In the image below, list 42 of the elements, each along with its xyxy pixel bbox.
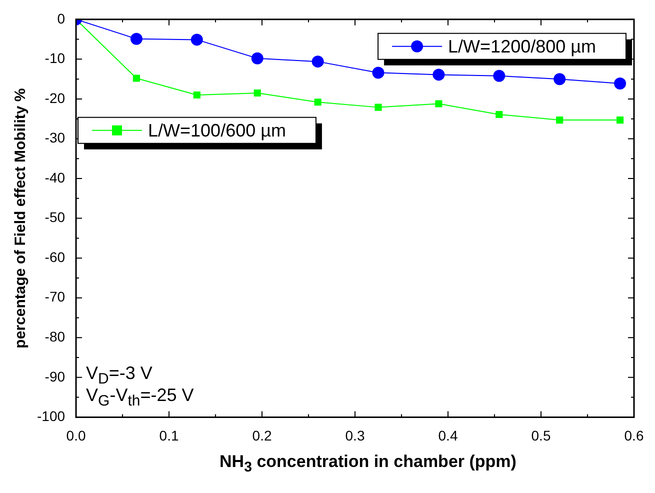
point: [312, 56, 324, 68]
y-tick-label: 0: [57, 10, 66, 26]
point: [132, 74, 140, 82]
x-tick-label: 0.4: [438, 427, 458, 444]
legend-label: L/W=100/600 µm: [148, 120, 286, 140]
y-tick-label: -60: [44, 248, 66, 265]
legend-label: L/W=1200/800 µm: [448, 36, 596, 56]
point: [614, 77, 626, 90]
point: [493, 70, 506, 82]
point: [130, 32, 142, 45]
y-tick-label: -40: [44, 169, 66, 186]
point: [496, 110, 503, 118]
y-tick-label: -100: [36, 408, 66, 424]
point: [554, 73, 566, 86]
x-axis-title: NH$_{3}$ concentration in chamber (ppm): [218, 452, 518, 476]
y-tick-label: -70: [44, 288, 66, 305]
x-tick-label: 0.1: [159, 427, 179, 444]
point: [556, 116, 564, 124]
y-tick-label: -90: [44, 368, 66, 384]
x-tick-label: 0.2: [252, 427, 272, 444]
annotation: V$_{D}$=-3 V: [86, 363, 152, 388]
point: [251, 52, 264, 64]
point: [190, 34, 203, 46]
y-tick-label: -80: [44, 328, 66, 344]
point: [372, 66, 384, 79]
point: [193, 91, 200, 99]
point: [432, 68, 445, 81]
x-tick-label: 0.3: [345, 427, 365, 444]
annotation: V$_{G}$-V$_{th}$=-25 V: [86, 385, 194, 410]
y-axis-title: percentage of Field effect Mobility %: [12, 88, 30, 348]
x-tick-label: 0.6: [624, 427, 644, 444]
y-tick-label: -50: [44, 209, 66, 226]
point: [616, 116, 624, 124]
point: [435, 100, 442, 108]
y-tick-label: -30: [44, 130, 66, 146]
point: [254, 89, 261, 97]
y-tick-label: -20: [44, 90, 66, 106]
point: [314, 98, 322, 106]
point: [374, 104, 382, 111]
x-tick-label: 0.5: [531, 427, 551, 444]
x-tick-label: 0.0: [66, 427, 86, 444]
y-tick-label: -10: [44, 50, 66, 66]
